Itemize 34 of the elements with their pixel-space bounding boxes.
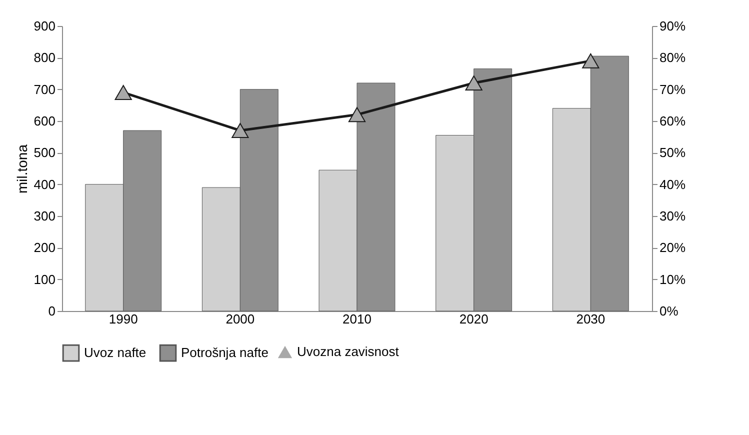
legend-label: Potrošnja nafte bbox=[181, 345, 268, 360]
y-tick-label: 300 bbox=[34, 208, 56, 224]
y-tick-label: 200 bbox=[34, 240, 56, 256]
point bbox=[348, 107, 366, 122]
y2-tick-label: 40% bbox=[660, 176, 686, 192]
point bbox=[232, 123, 249, 138]
y-tick-label: 100 bbox=[34, 272, 56, 287]
y-tick-label: 800 bbox=[34, 50, 56, 66]
point bbox=[465, 76, 482, 90]
point bbox=[582, 53, 600, 68]
y2-tick-label: 60% bbox=[660, 114, 686, 128]
y2-tick-label: 0% bbox=[660, 304, 679, 318]
y-tick-label: 600 bbox=[34, 114, 56, 128]
point bbox=[114, 85, 132, 100]
y-tick-label: 500 bbox=[34, 145, 56, 160]
y-tick-label: 900 bbox=[34, 18, 56, 34]
x-tick-label: 2010 bbox=[342, 312, 372, 326]
x-tick-label: 2020 bbox=[459, 312, 488, 326]
y2-tick-label: 80% bbox=[660, 50, 686, 66]
y-tick-label: 400 bbox=[34, 176, 56, 192]
y-tick-label: 700 bbox=[34, 82, 56, 97]
x-tick-label: 2030 bbox=[576, 312, 606, 326]
y2-tick-label: 70% bbox=[660, 82, 686, 97]
y-axis-title: mil.tona bbox=[14, 144, 30, 194]
y2-tick-label: 50% bbox=[660, 145, 686, 160]
x-tick-label: 1990 bbox=[108, 312, 138, 326]
legend-label: Uvozna zavisnost bbox=[297, 344, 400, 359]
y2-tick-label: 10% bbox=[660, 272, 686, 287]
y2-tick-label: 20% bbox=[660, 240, 686, 256]
x-tick-label: 2000 bbox=[226, 312, 255, 326]
y2-tick-label: 90% bbox=[660, 18, 686, 34]
y2-tick-label: 30% bbox=[660, 208, 686, 224]
y-tick-label: 0 bbox=[48, 304, 56, 318]
legend-label: Uvoz nafte bbox=[84, 345, 146, 360]
